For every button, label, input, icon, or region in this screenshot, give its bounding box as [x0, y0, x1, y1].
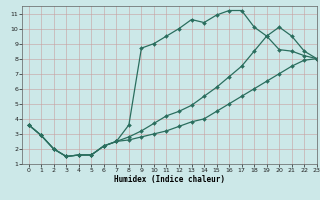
X-axis label: Humidex (Indice chaleur): Humidex (Indice chaleur) — [114, 175, 225, 184]
